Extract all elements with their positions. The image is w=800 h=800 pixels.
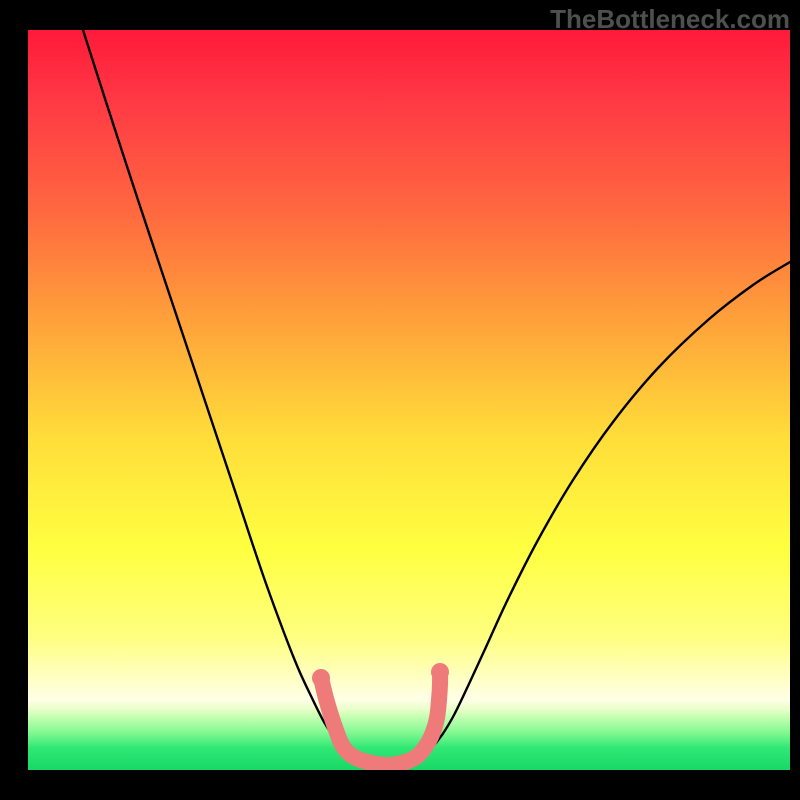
plot-area xyxy=(28,30,790,770)
highlight-dot-right xyxy=(431,663,449,681)
bottleneck-curve-right xyxy=(396,262,790,767)
bottleneck-curve-left xyxy=(83,30,396,767)
chart-overlay xyxy=(28,30,790,770)
highlight-dot-left xyxy=(312,669,330,687)
highlight-segment xyxy=(321,672,440,765)
